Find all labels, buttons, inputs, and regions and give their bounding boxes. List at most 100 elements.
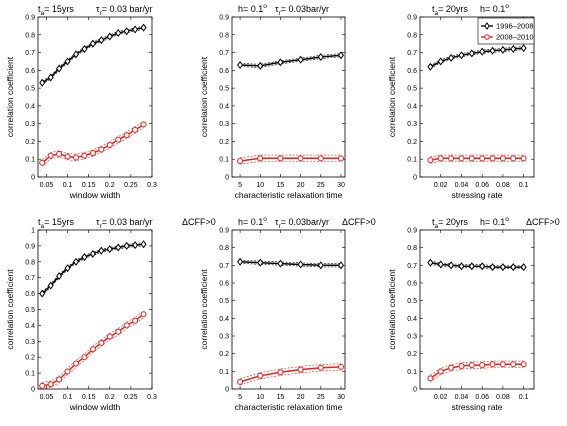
y-tick-label: 0.7 [25, 50, 35, 57]
panel-title: τr= 0.03 bar/yr [96, 217, 153, 230]
y-tick-label: 0.9 [407, 15, 417, 22]
y-tick-label: 0.4 [219, 316, 229, 323]
series-line-1 [430, 261, 524, 268]
x-axis-label: window width [69, 402, 121, 412]
y-tick-label: 0.1 [25, 371, 35, 378]
y-tick-label: 0.1 [25, 157, 35, 164]
x-tick-label: 30 [337, 394, 345, 401]
legend-entry: 2008–2010 [496, 33, 534, 42]
data-point [468, 262, 475, 271]
data-point [277, 369, 284, 376]
title-part: t [432, 217, 435, 227]
y-tick-label: 0 [225, 387, 229, 394]
x-tick-label: 0.05 [40, 394, 54, 401]
y-tick-label: 0.6 [407, 68, 417, 75]
x-tick-label: 0.02 [434, 182, 448, 189]
y-tick-label: 0.9 [219, 228, 229, 235]
y-tick-label: 0.3 [407, 121, 417, 128]
title-part: ΔCFF>0 [342, 217, 376, 227]
data-point [479, 47, 486, 56]
data-point [337, 51, 344, 60]
data-point [277, 58, 284, 67]
legend-entry: 1996–2008 [496, 22, 534, 31]
data-point [297, 366, 304, 373]
y-tick-label: 0.5 [407, 86, 417, 93]
series-line-1 [430, 47, 524, 68]
data-point [123, 322, 130, 329]
title-part: = 15yrs [44, 4, 74, 14]
x-tick-label: 0.02 [434, 394, 448, 401]
series-band-upper [240, 154, 341, 159]
title-part: r [100, 223, 103, 230]
y-tick-label: 1 [31, 228, 35, 235]
data-point [39, 78, 46, 87]
title-part: h= 0.1 [480, 217, 505, 227]
data-point [520, 361, 527, 368]
data-point [479, 362, 486, 369]
data-point [237, 60, 244, 70]
title-part: o [505, 216, 509, 223]
data-point [277, 259, 284, 268]
y-tick-label: 0.4 [407, 316, 417, 323]
x-tick-label: 0.04 [455, 394, 469, 401]
title-part: a [41, 223, 45, 230]
panel-title: h= 0.1o [238, 3, 267, 14]
y-tick-label: 0.3 [219, 121, 229, 128]
y-tick-label: 0.3 [25, 339, 35, 346]
y-tick-label: 0.7 [407, 50, 417, 57]
data-point [317, 261, 324, 270]
data-point [510, 44, 517, 54]
panel-title: h= 0.1o [238, 216, 267, 227]
data-point [56, 376, 63, 383]
y-tick-label: 0.4 [25, 323, 35, 330]
panel-title: τr= 0.03 bar/yr [96, 4, 153, 17]
x-tick-label: 0.15 [82, 182, 96, 189]
data-point [106, 32, 113, 41]
panel-title: ta= 15yrs [38, 4, 74, 17]
data-point [297, 55, 304, 64]
data-point [237, 257, 244, 266]
title-part: t [38, 4, 41, 14]
data-point [39, 159, 46, 166]
legend-marker [484, 34, 490, 40]
data-point [56, 64, 63, 73]
data-point [479, 262, 486, 271]
y-tick-label: 0.2 [25, 139, 35, 146]
y-tick-label: 0.4 [219, 103, 229, 110]
data-point [72, 257, 80, 266]
y-tick-label: 0 [31, 175, 35, 182]
title-part: τ [96, 217, 100, 227]
data-point [98, 36, 105, 45]
series-band-lower [430, 264, 524, 269]
x-axis-label: characteristic relaxation time [235, 190, 343, 200]
series-band-lower [430, 49, 524, 69]
y-axis-label: correlation coefficient [199, 56, 209, 137]
x-tick-label: 10 [256, 394, 264, 401]
y-tick-label: 0.1 [407, 369, 417, 376]
plot-frame [37, 229, 153, 390]
series-band-lower [42, 127, 144, 167]
series-band-lower [240, 56, 342, 68]
data-point [64, 368, 71, 375]
plot-frame [231, 229, 346, 390]
data-point [73, 154, 79, 161]
data-point [140, 23, 147, 32]
title-part: o [263, 3, 267, 10]
data-point [499, 155, 506, 162]
data-point [448, 53, 455, 62]
series-band-upper [430, 360, 524, 376]
data-point [448, 155, 455, 162]
data-point [520, 155, 527, 162]
data-point [317, 52, 324, 62]
data-point [140, 240, 147, 249]
x-tick-label: 0.06 [475, 182, 489, 189]
y-axis-label: correlation coefficient [387, 269, 397, 350]
panel-title: τr= 0.03bar/yr [275, 217, 329, 230]
data-point [81, 354, 88, 361]
data-point [115, 136, 122, 143]
y-tick-label: 0.3 [219, 334, 229, 341]
y-tick-label: 0.8 [407, 245, 417, 252]
data-point [72, 50, 80, 59]
panel-6: 0 0.1 0.2 0.3 0.4 0.5 0.6 0.7 0.8 0.9 0.02 0.04 0.06… [387, 216, 560, 412]
data-point [520, 263, 527, 272]
